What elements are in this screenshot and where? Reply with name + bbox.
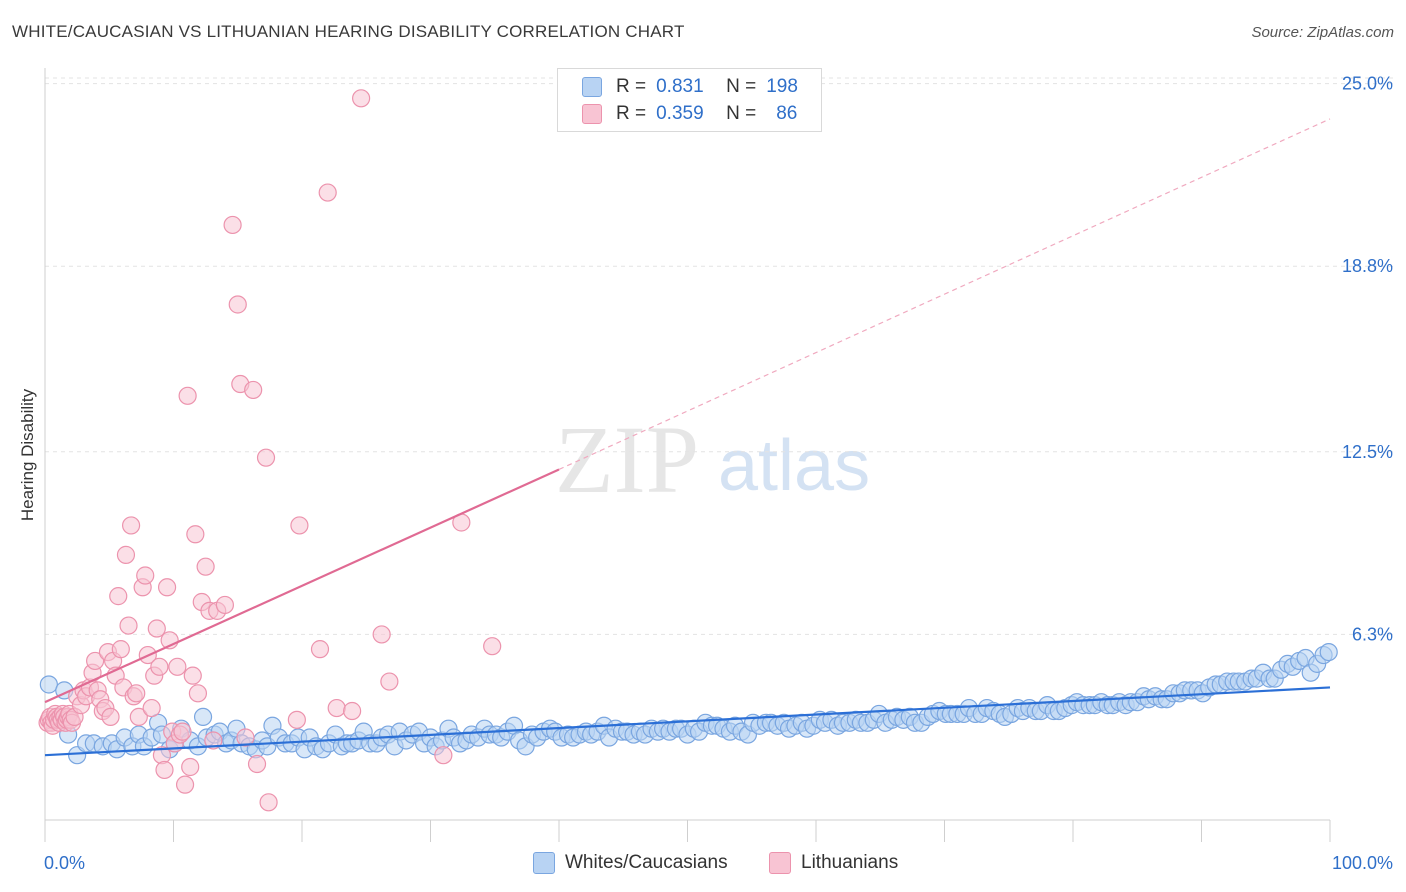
r-value-whites: 0.831: [656, 76, 704, 97]
lithuanians-point: [136, 566, 155, 585]
lithuanians-point: [259, 793, 278, 812]
lithuanians-point: [290, 516, 309, 535]
lithuanians-point: [236, 728, 255, 747]
legend-label-lithuanians: Lithuanians: [801, 852, 899, 873]
lithuanians-point: [173, 722, 192, 741]
lithuanians-point: [343, 701, 362, 721]
y-tick-label: 6.3%: [1352, 624, 1393, 644]
watermark: ZIP atlas: [555, 406, 870, 513]
lithuanians-point: [116, 545, 136, 564]
lithuanians-trend-extension: [558, 118, 1331, 471]
lithuanians-point: [109, 587, 128, 606]
lithuanians-point: [119, 616, 138, 635]
lithuanians-point: [434, 746, 453, 765]
r-label: R =: [616, 103, 647, 124]
lithuanians-point: [147, 619, 166, 638]
stats-legend-row-lithuanians: R = 0.359 N = 86: [582, 102, 797, 126]
y-tick-label: 25.0%: [1342, 74, 1393, 94]
lithuanians-point: [127, 684, 146, 703]
lithuanians-point: [196, 557, 215, 576]
series-lithuanians-points: [38, 89, 502, 812]
whites-trend-line: [44, 686, 1331, 757]
legend-label-whites: Whites/Caucasians: [565, 852, 728, 873]
watermark-zip: ZIP: [555, 406, 699, 513]
n-label: N =: [726, 103, 757, 124]
y-tick-label: 12.5%: [1342, 442, 1393, 462]
lithuanians-point: [352, 89, 371, 108]
legend-item-lithuanians[interactable]: Lithuanians: [769, 852, 898, 874]
legend-swatch-lithuanians: [582, 104, 602, 124]
x-ticks: [44, 820, 1331, 842]
source-label: Source: ZipAtlas.com: [1251, 24, 1394, 41]
y-tick-labels: 6.3% 12.5% 18.8% 25.0%: [1342, 74, 1393, 645]
lithuanians-point: [310, 640, 330, 659]
legend-swatch-whites: [582, 77, 602, 97]
lithuanians-point: [183, 666, 202, 685]
lithuanians-point: [150, 657, 169, 676]
lithuanians-point: [188, 684, 208, 703]
lithuanians-point: [121, 516, 141, 535]
lithuanians-point: [157, 578, 177, 597]
lithuanians-point: [228, 295, 247, 314]
stats-legend: R = 0.831 N = 198 R = 0.359 N = 86: [557, 68, 822, 132]
stats-legend-row-whites: R = 0.831 N = 198: [582, 75, 798, 99]
lithuanians-point: [142, 698, 161, 718]
legend-swatch-lithuanians: [769, 852, 791, 874]
legend-swatch-whites: [533, 852, 555, 874]
lithuanians-point: [181, 757, 200, 777]
lithuanians-point: [247, 754, 267, 774]
r-value-lithuanians: 0.359: [656, 103, 704, 124]
lithuanians-point: [223, 215, 242, 235]
watermark-atlas: atlas: [718, 426, 870, 506]
lithuanians-point: [111, 640, 130, 659]
x-tick-label-min: 0.0%: [44, 853, 85, 873]
lithuanians-point: [380, 672, 399, 691]
trend-lines: [44, 118, 1331, 757]
lithuanians-point: [186, 525, 205, 544]
y-tick-label: 18.8%: [1342, 256, 1393, 276]
lithuanians-point: [287, 710, 306, 729]
n-value-whites: 198: [766, 76, 798, 97]
series-legend: Whites/Caucasians Lithuanians: [0, 852, 1406, 876]
whites-point: [193, 707, 213, 726]
r-label: R =: [616, 76, 647, 97]
chart-title: WHITE/CAUCASIAN VS LITHUANIAN HEARING DI…: [12, 22, 685, 41]
lithuanians-point: [215, 595, 234, 615]
legend-item-whites[interactable]: Whites/Caucasians: [533, 852, 728, 874]
x-tick-label-max: 100.0%: [1332, 853, 1393, 873]
lithuanians-point: [372, 625, 391, 644]
lithuanians-point: [244, 380, 263, 400]
lithuanians-point: [86, 651, 105, 671]
lithuanians-point: [155, 760, 174, 780]
lithuanians-trend-line: [44, 468, 560, 704]
whites-point: [1319, 642, 1338, 662]
lithuanians-point: [204, 731, 223, 750]
lithuanians-point: [129, 707, 148, 726]
lithuanians-point: [483, 637, 502, 656]
whites-point: [39, 675, 58, 694]
lithuanians-point: [168, 657, 187, 676]
gridlines: [45, 77, 1393, 635]
lithuanians-point: [318, 183, 337, 202]
lithuanians-point: [178, 386, 197, 405]
lithuanians-point: [327, 698, 346, 718]
lithuanians-point: [256, 448, 276, 467]
n-value-lithuanians: 86: [776, 103, 798, 124]
lithuanians-point: [101, 707, 120, 726]
n-label: N =: [726, 76, 757, 97]
lithuanians-point: [175, 775, 195, 794]
